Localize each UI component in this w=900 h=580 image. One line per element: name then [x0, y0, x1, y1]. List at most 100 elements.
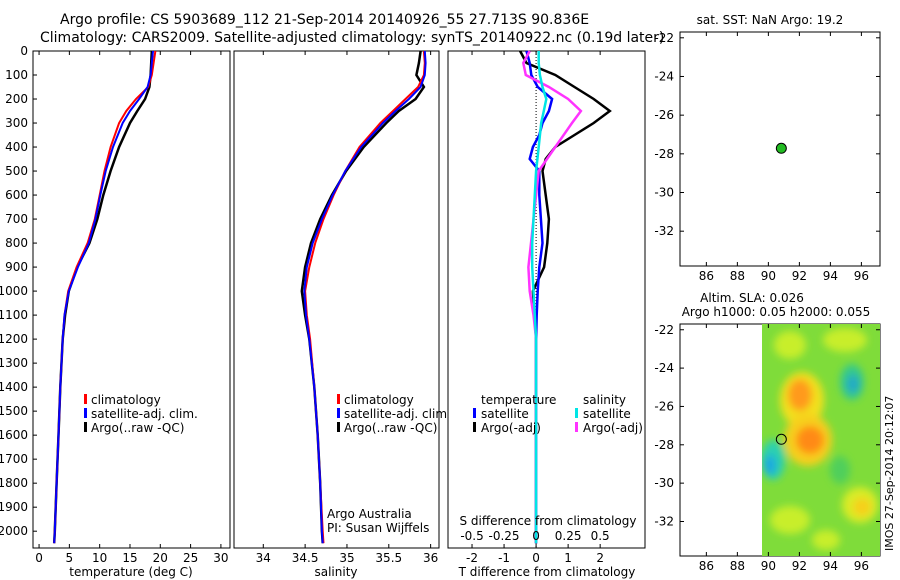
legend-swatch-climatology [337, 394, 340, 404]
depth-tick-label: 1500 [0, 404, 28, 418]
lon-tick-label: 88 [730, 559, 745, 573]
temperature-x-axis: 0 5 10 15 20 25 30 [35, 51, 229, 565]
depth-tick-label: 300 [5, 116, 28, 130]
lat-tick-label: -32 [654, 224, 674, 238]
difference-legend: temperature salinity satellite Argo(-adj… [473, 393, 643, 435]
x-tick-label: 35.5 [375, 551, 402, 565]
legend-label-climatology: climatology [91, 393, 161, 407]
legend-label-climatology: climatology [344, 393, 414, 407]
s-difference-label: S difference from climatology [460, 514, 637, 528]
legend-swatch-argo [337, 422, 340, 432]
difference-panel: -2 -1 0 1 2 temperature salinity satellite A… [447, 50, 646, 579]
legend-title-salinity: salinity [583, 393, 626, 407]
depth-tick-label: 700 [5, 212, 28, 226]
legend-label-argo: Argo(..raw -QC) [344, 421, 437, 435]
legend-swatch-t-argo [473, 422, 476, 432]
x-tick-label: 35 [339, 551, 354, 565]
temperature-line-1 [53, 50, 154, 544]
salinity-xlabel: salinity [314, 565, 357, 579]
sst-map-axes: 86 88 90 92 94 96 -22 -24 -26 -28 -30 -32 [654, 31, 880, 283]
temperature-series [52, 50, 157, 544]
legend-label-s-satellite: satellite [583, 407, 631, 421]
lat-tick-label: -28 [654, 147, 674, 161]
s-tick-label: 0.25 [555, 529, 582, 543]
lon-tick-label: 88 [730, 269, 745, 283]
difference-line-2 [530, 51, 548, 544]
s-tick-label: 0 [532, 529, 540, 543]
legend-label-s-argo: Argo(-adj) [583, 421, 643, 435]
depth-tick-label: 1700 [0, 452, 28, 466]
lon-tick-label: 92 [792, 559, 807, 573]
temperature-panel: 0100200300400500600700800900100011001200… [0, 44, 231, 579]
argo-float-marker [775, 142, 787, 154]
lat-tick-label: -26 [654, 108, 674, 122]
lat-tick-label: -26 [654, 399, 674, 413]
salinity-x-axis: 34 34.5 35 35.5 36 [256, 51, 438, 565]
x-tick-label: 25 [183, 551, 198, 565]
legend-swatch-s-argo [575, 422, 578, 432]
temperature-axes-frame [32, 50, 231, 549]
depth-tick-label: 1900 [0, 500, 28, 514]
x-tick-label: 15 [122, 551, 137, 565]
legend-title-temperature: temperature [481, 393, 556, 407]
x-tick-label: 0 [532, 551, 540, 565]
legend-label-t-argo: Argo(-adj) [481, 421, 541, 435]
difference-axes-frame [447, 50, 646, 549]
s-tick-label: -0.5 [460, 529, 483, 543]
depth-tick-label: 1600 [0, 428, 28, 442]
lon-tick-label: 96 [854, 559, 869, 573]
depth-tick-label: 200 [5, 92, 28, 106]
s-tick-label: 0.5 [591, 529, 610, 543]
s-difference-ticks: -0.5 -0.25 0 0.25 0.5 [460, 529, 609, 543]
depth-tick-label: 500 [5, 164, 28, 178]
sst-map-markers [775, 142, 787, 154]
t-difference-label: T difference from climatology [458, 565, 636, 579]
depth-axis: 0 100 200 300 400 500 600 700 800 900 1000 1100 1200… [0, 44, 37, 538]
lon-tick-label: 94 [823, 269, 838, 283]
float-pi-label: PI: Susan Wijffels [327, 521, 429, 535]
temperature-xlabel: temperature (deg C) [69, 565, 192, 579]
salinity-line-1 [303, 50, 427, 544]
lat-tick-label: -24 [654, 361, 674, 375]
legend-swatch-s-satellite [575, 408, 578, 418]
sla-title-line1: Altim. SLA: 0.026 [700, 291, 804, 305]
depth-tick-label: 1000 [0, 284, 28, 298]
x-tick-label: 2 [596, 551, 604, 565]
sla-map-markers [775, 433, 787, 445]
salinity-legend: climatology satellite-adj. clim. Argo(..… [337, 393, 451, 435]
depth-tick-label: 1800 [0, 476, 28, 490]
difference-x-axis: -2 -1 0 1 2 [466, 51, 604, 565]
depth-tick-label: 100 [5, 68, 28, 82]
lat-tick-label: -22 [654, 31, 674, 45]
x-tick-label: 0 [35, 551, 43, 565]
lon-tick-label: 86 [699, 269, 714, 283]
sst-map-panel: sat. SST: NaN Argo: 19.2 86 88 90 92 94 96 -22… [654, 13, 881, 283]
legend-swatch-t-satellite [473, 408, 476, 418]
x-tick-label: 36 [423, 551, 438, 565]
sst-map-title: sat. SST: NaN Argo: 19.2 [697, 13, 844, 27]
lon-tick-label: 92 [792, 269, 807, 283]
depth-tick-label: 0 [20, 44, 28, 58]
x-tick-label: 34 [256, 551, 271, 565]
depth-tick-label: 2000 [0, 524, 28, 538]
x-tick-label: 34.5 [292, 551, 319, 565]
lat-tick-label: -30 [654, 186, 674, 200]
salinity-series [300, 50, 427, 544]
legend-label-argo: Argo(..raw -QC) [91, 421, 184, 435]
x-tick-label: 1 [564, 551, 572, 565]
lon-tick-label: 94 [823, 559, 838, 573]
difference-series [518, 50, 612, 544]
legend-swatch-climatology [84, 394, 87, 404]
sla-map-axes: 86 88 90 92 94 96 -22 -24 -26 -28 -30 -32 [654, 323, 880, 573]
temperature-legend: climatology satellite-adj. clim. Argo(..… [84, 393, 198, 435]
depth-tick-label: 900 [5, 260, 28, 274]
lon-tick-label: 96 [854, 269, 869, 283]
imos-watermark: IMOS 27-Sep-2014 20:12:07 [883, 396, 896, 551]
lon-tick-label: 90 [761, 269, 776, 283]
legend-label-satellite: satellite-adj. clim. [344, 407, 451, 421]
legend-swatch-argo [84, 422, 87, 432]
float-program-label: Argo Australia [327, 507, 412, 521]
sla-heatmap [762, 324, 880, 556]
lat-tick-label: -32 [654, 514, 674, 528]
